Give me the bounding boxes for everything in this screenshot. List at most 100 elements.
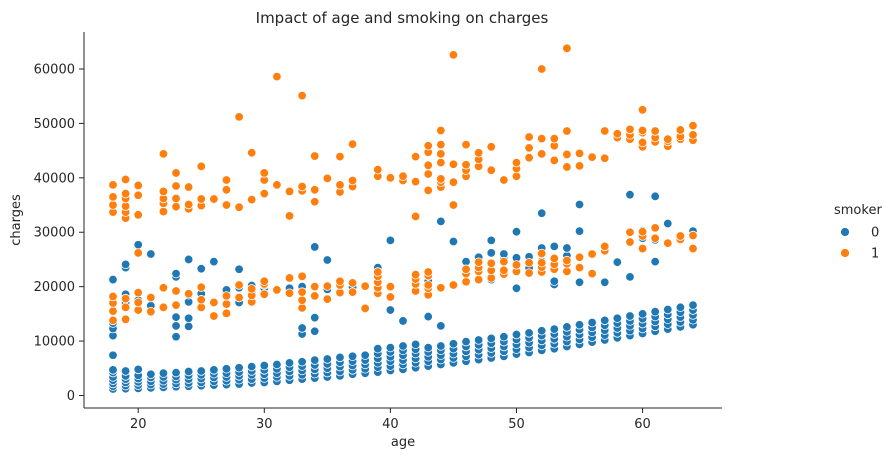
data-point xyxy=(246,284,257,294)
data-point xyxy=(133,287,143,298)
data-point xyxy=(385,305,396,315)
data-point xyxy=(524,258,534,268)
data-point xyxy=(650,191,660,202)
data-point xyxy=(650,223,660,233)
data-point xyxy=(436,125,446,136)
data-point xyxy=(246,361,257,372)
data-point xyxy=(663,304,673,315)
data-point xyxy=(284,288,295,298)
data-point xyxy=(234,292,244,303)
data-point xyxy=(259,360,270,371)
data-point xyxy=(221,175,232,185)
data-point xyxy=(448,200,459,210)
data-point xyxy=(461,139,471,150)
data-point xyxy=(448,159,459,169)
data-point xyxy=(335,151,345,162)
data-point xyxy=(335,276,345,286)
data-point xyxy=(511,157,522,168)
data-point xyxy=(108,180,118,190)
data-point xyxy=(171,286,181,296)
data-point xyxy=(637,137,648,148)
data-point xyxy=(259,289,270,299)
data-point xyxy=(297,295,307,305)
data-point xyxy=(637,226,648,237)
data-point xyxy=(171,300,181,310)
data-point xyxy=(423,141,433,151)
data-point xyxy=(436,216,446,227)
data-point xyxy=(310,291,320,301)
data-point xyxy=(120,366,131,376)
data-point xyxy=(272,71,282,82)
y-tick-label: 50000 xyxy=(34,117,75,132)
data-point xyxy=(183,254,194,265)
data-point xyxy=(562,149,572,160)
data-point xyxy=(259,188,270,199)
data-point xyxy=(436,174,446,184)
data-point xyxy=(549,133,560,144)
data-point xyxy=(209,194,219,204)
data-point xyxy=(675,125,686,135)
data-point xyxy=(196,161,206,172)
data-point xyxy=(171,312,181,322)
data-point xyxy=(171,193,181,204)
data-point xyxy=(637,105,648,115)
data-point xyxy=(398,341,408,351)
data-point xyxy=(209,297,219,308)
data-point xyxy=(284,358,295,368)
data-point xyxy=(562,43,572,54)
data-point xyxy=(600,126,610,136)
data-point xyxy=(549,276,560,286)
data-point xyxy=(410,211,421,222)
data-point xyxy=(234,202,244,212)
data-point xyxy=(473,257,484,267)
data-point xyxy=(625,124,635,135)
data-point xyxy=(347,351,358,362)
data-point xyxy=(574,320,585,330)
data-point xyxy=(108,315,118,326)
data-point xyxy=(322,173,333,184)
data-point xyxy=(183,321,194,332)
data-point xyxy=(221,308,232,319)
data-point xyxy=(133,190,143,200)
data-point xyxy=(133,248,143,258)
data-point xyxy=(196,295,206,305)
legend-label-0: 0 xyxy=(871,226,879,241)
data-point xyxy=(171,321,181,331)
data-point xyxy=(688,300,698,310)
data-point xyxy=(347,287,358,297)
data-point xyxy=(310,197,320,207)
data-point xyxy=(221,299,232,309)
data-point xyxy=(171,201,181,212)
data-point xyxy=(537,149,547,159)
data-point xyxy=(574,161,585,171)
y-tick-label: 30000 xyxy=(34,226,75,241)
data-point xyxy=(423,185,433,196)
data-point xyxy=(322,294,333,304)
data-point xyxy=(360,281,370,291)
data-point xyxy=(158,149,169,159)
data-point xyxy=(562,126,572,136)
x-tick-label: 40 xyxy=(382,417,399,432)
data-point xyxy=(625,227,635,237)
data-point xyxy=(322,354,333,364)
data-point xyxy=(650,256,660,267)
data-point xyxy=(108,306,118,316)
data-point xyxy=(183,289,194,299)
data-point xyxy=(574,262,585,273)
data-point xyxy=(663,218,673,229)
data-point xyxy=(448,50,459,60)
data-point xyxy=(209,365,219,375)
data-point xyxy=(146,292,156,303)
legend-label-1: 1 xyxy=(871,247,879,262)
data-point xyxy=(347,278,358,288)
data-point xyxy=(537,258,547,268)
data-point xyxy=(675,231,686,241)
data-point xyxy=(410,176,421,187)
data-point xyxy=(537,248,547,259)
data-point xyxy=(310,281,320,292)
data-point xyxy=(625,272,635,282)
x-axis-label: age xyxy=(391,435,415,450)
data-point xyxy=(171,181,181,191)
data-point xyxy=(650,126,660,136)
data-point xyxy=(297,90,307,101)
